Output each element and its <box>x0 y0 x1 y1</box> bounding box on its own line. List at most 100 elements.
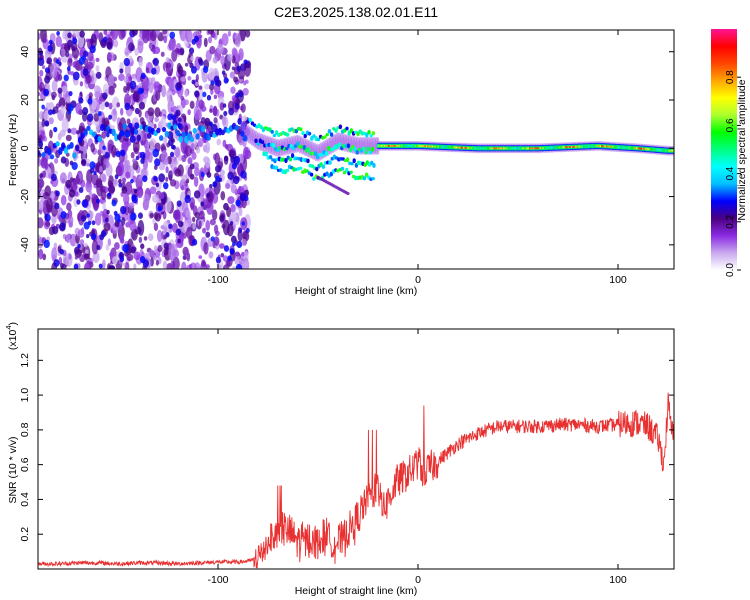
heatmap-noise-blob <box>44 221 51 227</box>
heatmap-noise-blob <box>38 190 41 200</box>
heatmap-noise-blob <box>204 141 211 154</box>
heatmap-noise-blob <box>233 76 239 83</box>
heatmap-noise-blob <box>227 196 235 204</box>
heatmap-noise-blob <box>242 87 249 96</box>
heatmap-branch-blob <box>285 132 290 137</box>
heatmap-noise-blob <box>219 214 225 222</box>
heatmap-branch-blob <box>320 152 324 157</box>
heatmap-noise-blob <box>79 46 84 52</box>
spectrogram-panel: -100 0 100 -40 -20 0 20 40 Height of straight … <box>7 29 675 297</box>
heatmap-noise-blob <box>202 91 207 98</box>
heatmap-noise-blob <box>53 126 58 133</box>
heatmap-noise-blob <box>138 236 143 244</box>
heatmap-noise-blob <box>103 222 111 232</box>
heatmap-noise-blob <box>59 248 64 255</box>
colorbar-label: Normalized spectral amplitude <box>736 79 748 220</box>
heatmap-noise-blob <box>176 200 182 207</box>
heatmap-branch-blob <box>362 176 367 181</box>
heatmap-noise-blob <box>204 83 210 90</box>
snr-y-ticks: 0.2 0.4 0.6 0.8 1.0 1.2 <box>19 353 674 542</box>
heatmap-noise-blob <box>189 62 194 69</box>
heatmap-noise-blob <box>157 245 163 253</box>
heatmap-noise-blob <box>76 130 80 135</box>
heatmap-noise-blob <box>72 61 78 68</box>
heatmap-noise-blob <box>95 65 100 72</box>
heatmap-noise-blob <box>120 149 126 157</box>
heatmap-noise-blob <box>44 185 51 197</box>
heatmap-noise-blob <box>136 186 144 199</box>
heatmap-noise-blob <box>59 129 66 137</box>
heatmap-branch-blob <box>371 177 375 181</box>
heatmap-noise-blob <box>106 209 110 215</box>
heatmap-noise-layer <box>38 30 252 269</box>
heatmap-noise-blob <box>113 210 118 216</box>
heatmap-noise-blob <box>162 30 168 35</box>
heatmap-signal-blob <box>122 123 128 130</box>
heatmap-noise-blob <box>42 170 47 178</box>
heatmap-noise-blob <box>245 227 250 234</box>
heatmap-noise-blob <box>181 154 187 163</box>
heatmap-noise-blob <box>175 109 181 117</box>
heatmap-noise-blob <box>80 146 85 152</box>
heatmap-noise-blob <box>203 37 208 48</box>
heatmap-noise-blob <box>51 79 58 92</box>
heatmap-noise-blob <box>43 239 50 249</box>
heatmap-noise-blob <box>182 255 187 261</box>
heatmap-noise-blob <box>124 62 131 77</box>
heatmap-noise-blob <box>72 71 80 81</box>
heatmap-noise-blob <box>132 138 140 155</box>
heatmap-noise-blob <box>142 175 148 183</box>
heatmap-noise-blob <box>203 242 209 255</box>
heatmap-noise-blob <box>69 177 74 183</box>
heatmap-noise-blob <box>59 172 67 184</box>
heatmap-noise-blob <box>147 152 153 163</box>
heatmap-noise-blob <box>210 236 215 242</box>
heatmap-branch-blob <box>307 147 311 153</box>
heatmap-noise-blob <box>106 41 113 50</box>
heatmap-signal-blob <box>195 133 200 140</box>
heatmap-noise-blob <box>104 151 110 159</box>
heatmap-branch-blob <box>312 134 316 138</box>
heatmap-noise-blob <box>108 175 114 188</box>
heatmap-noise-blob <box>180 76 186 82</box>
heatmap-noise-blob <box>72 37 78 45</box>
heatmap-noise-blob <box>83 221 90 230</box>
heatmap-branch-blob <box>291 146 296 151</box>
snr-frame <box>37 328 675 570</box>
heatmap-branch-blob <box>256 142 260 146</box>
heatmap-noise-blob <box>206 192 211 198</box>
heatmap-noise-blob <box>213 94 218 100</box>
heatmap-branch-blob <box>285 147 289 151</box>
heatmap-noise-blob <box>243 59 248 65</box>
heatmap-tail-blob <box>346 191 350 196</box>
heatmap-noise-blob <box>111 145 117 158</box>
snr-background <box>38 329 674 569</box>
heatmap-noise-blob <box>90 232 97 241</box>
heatmap-noise-blob <box>116 102 121 108</box>
heatmap-noise-blob <box>59 222 66 231</box>
spectrogram-y-ticks: -40 -20 0 20 40 <box>19 46 674 252</box>
heatmap-noise-blob <box>227 171 234 180</box>
heatmap-branch-blob <box>365 132 369 138</box>
heatmap-noise-blob <box>91 240 99 255</box>
heatmap-noise-blob <box>48 109 53 116</box>
heatmap-noise-blob <box>111 125 115 130</box>
heatmap-noise-blob <box>169 179 177 187</box>
heatmap-noise-blob <box>180 95 185 101</box>
heatmap-branch-blob <box>301 130 305 136</box>
heatmap-noise-blob <box>95 57 100 62</box>
heatmap-noise-blob <box>155 89 161 101</box>
heatmap-noise-blob <box>211 209 218 221</box>
snr-x-ticks: -100 0 100 <box>207 329 627 586</box>
heatmap-signal-blob <box>237 117 242 125</box>
heatmap-noise-blob <box>140 158 145 164</box>
snr-y-multiplier: (x104) <box>4 322 19 350</box>
heatmap-noise-blob <box>215 256 222 264</box>
heatmap-noise-blob <box>65 233 71 244</box>
heatmap-noise-blob <box>165 176 169 182</box>
heatmap-branch-blob <box>288 156 293 162</box>
heatmap-noise-blob <box>184 62 189 67</box>
heatmap-noise-blob <box>87 51 94 62</box>
heatmap-noise-blob <box>73 263 79 269</box>
figure-title: C2E3.2025.138.02.01.E11 <box>274 4 438 20</box>
